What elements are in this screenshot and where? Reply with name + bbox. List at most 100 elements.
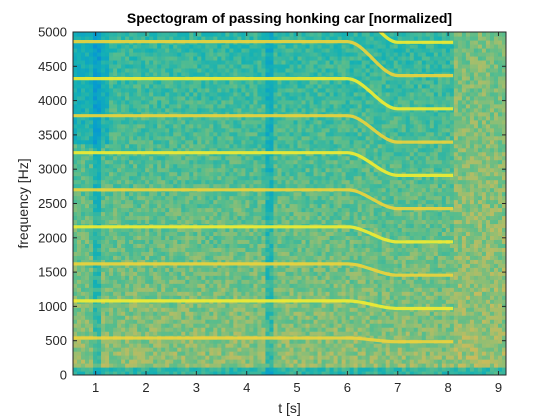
heatmap-cell	[85, 351, 90, 356]
heatmap-cell	[245, 67, 251, 73]
heatmap-cell	[121, 139, 126, 145]
heatmap-cell	[149, 71, 154, 77]
heatmap-cell	[85, 275, 90, 280]
heatmap-cell	[245, 255, 251, 260]
heatmap-cell	[177, 267, 182, 272]
heatmap-cell	[169, 307, 174, 312]
heatmap-cell	[85, 195, 90, 201]
heatmap-cell	[245, 331, 251, 336]
heatmap-cell	[85, 99, 90, 105]
heatmap-cell	[209, 103, 214, 109]
heatmap-cell	[97, 43, 102, 49]
heatmap-cell	[237, 211, 242, 217]
heatmap-cell	[121, 111, 126, 117]
heatmap-cell	[217, 179, 222, 185]
heatmap-cell	[85, 339, 90, 344]
heatmap-cell	[217, 35, 222, 41]
heatmap-cell	[113, 251, 118, 256]
heatmap-cell	[145, 343, 150, 348]
heatmap-cell	[169, 143, 174, 149]
heatmap-cell	[153, 287, 158, 292]
heatmap-cell	[253, 135, 259, 141]
heatmap-cell	[81, 143, 86, 149]
heatmap-cell	[165, 271, 170, 276]
heatmap-cell	[133, 139, 138, 145]
heatmap-cell	[189, 51, 194, 57]
heatmap-cell	[205, 143, 210, 149]
heatmap-cell	[125, 271, 130, 276]
heatmap-cell	[197, 59, 202, 65]
heatmap-cell	[121, 99, 126, 105]
heatmap-cell	[213, 231, 218, 237]
heatmap-cell	[141, 71, 146, 77]
heatmap-cell	[97, 115, 102, 121]
heatmap-cell	[229, 79, 234, 85]
heatmap-cell	[125, 87, 130, 93]
heatmap-cell	[129, 227, 134, 233]
heatmap-cell	[233, 271, 238, 276]
heatmap-cell	[141, 259, 146, 264]
heatmap-cell	[161, 135, 166, 141]
heatmap-cell	[173, 107, 178, 113]
heatmap-cell	[117, 123, 122, 129]
heatmap-cell	[185, 71, 190, 77]
heatmap-cell	[245, 259, 251, 264]
heatmap-cell	[229, 307, 234, 312]
heatmap-cell	[201, 91, 206, 97]
heatmap-cell	[229, 239, 234, 244]
heatmap-cell	[77, 215, 82, 221]
heatmap-cell	[225, 251, 230, 256]
heatmap-cell	[145, 347, 150, 352]
heatmap-cell	[165, 79, 170, 85]
heatmap-cell	[205, 35, 210, 41]
heatmap-cell	[93, 119, 98, 125]
heatmap-cell	[153, 79, 158, 85]
heatmap-cell	[125, 115, 130, 121]
heatmap-cell	[233, 295, 238, 300]
heatmap-cell	[265, 211, 271, 217]
heatmap-cell	[245, 175, 251, 181]
heatmap-cell	[89, 43, 94, 49]
heatmap-cell	[181, 159, 186, 165]
heatmap-cell	[129, 231, 134, 237]
heatmap-cell	[229, 179, 234, 185]
heatmap-cell	[237, 331, 242, 336]
heatmap-cell	[261, 311, 267, 316]
heatmap-cell	[157, 319, 162, 324]
heatmap-cell	[213, 319, 218, 324]
heatmap-cell	[213, 331, 218, 336]
heatmap-cell	[257, 303, 263, 308]
heatmap-cell	[153, 159, 158, 165]
heatmap-cell	[145, 171, 150, 177]
heatmap-cell	[241, 271, 246, 276]
heatmap-cell	[141, 235, 146, 240]
heatmap-cell	[261, 139, 267, 145]
heatmap-cell	[249, 347, 255, 352]
heatmap-cell	[209, 59, 214, 65]
heatmap-cell	[105, 63, 110, 69]
heatmap-cell	[221, 63, 226, 69]
heatmap-cell	[233, 371, 238, 375]
heatmap-cell	[101, 135, 106, 141]
heatmap-cell	[201, 47, 206, 53]
heatmap-cell	[285, 63, 291, 69]
heatmap-cell	[133, 55, 138, 61]
heatmap-cell	[273, 235, 279, 240]
heatmap-cell	[217, 263, 222, 268]
heatmap-cell	[301, 55, 307, 61]
heatmap-cell	[197, 95, 202, 101]
heatmap-cell	[241, 279, 246, 284]
heatmap-cell	[249, 371, 255, 375]
heatmap-cell	[85, 71, 90, 77]
heatmap-cell	[245, 355, 251, 360]
heatmap-cell	[281, 371, 287, 375]
heatmap-cell	[197, 207, 202, 213]
heatmap-cell	[241, 159, 246, 165]
heatmap-cell	[205, 99, 210, 105]
heatmap-cell	[85, 243, 90, 248]
heatmap-cell	[217, 167, 222, 173]
heatmap-cell	[157, 91, 162, 97]
heatmap-cell	[301, 371, 307, 375]
heatmap-cell	[201, 319, 206, 324]
heatmap-cell	[285, 103, 291, 109]
